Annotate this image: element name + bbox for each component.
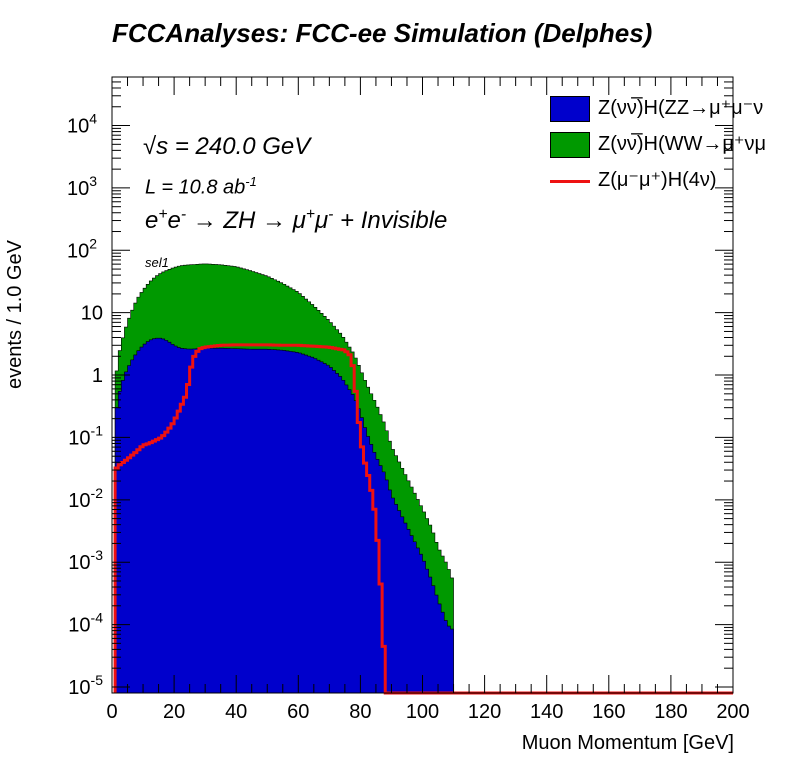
- proc-invisible: + Invisible: [340, 207, 448, 234]
- proc-mu-plus-sign: +: [305, 206, 315, 223]
- y-tick-label: 102: [67, 235, 97, 262]
- legend-label-zz: Z(νν̅)H(ZZ→μ⁺μ⁻ν: [598, 97, 764, 119]
- legend-label-4nu: Z(μ⁻μ⁺)H(4ν): [598, 169, 717, 191]
- x-tick-label: 60: [287, 701, 309, 723]
- legend-entry-ww: Z(νν̅)H(WW→μ⁺νμ: [546, 128, 796, 164]
- x-tick-label: 20: [163, 701, 185, 723]
- lumi-exponent: -1: [245, 174, 257, 189]
- y-tick-label: 10-5: [68, 672, 103, 699]
- x-tick-label: 80: [349, 701, 371, 723]
- lumi-text: L = 10.8 ab: [145, 176, 246, 199]
- stack-layer: [114, 263, 454, 694]
- x-tick-label: 200: [716, 701, 749, 723]
- selection-label: sel1: [145, 255, 169, 270]
- legend-swatch-zz: [550, 96, 590, 122]
- y-tick-label: 10-1: [68, 422, 103, 449]
- y-tick-label: 10-2: [68, 485, 103, 512]
- proc-mu-minus: μ: [314, 207, 329, 234]
- signal-line-layer: [113, 343, 733, 695]
- proc-arrow-mu: → μ: [262, 207, 306, 234]
- x-tick-label: 100: [406, 701, 439, 723]
- y-axis-label: events / 1.0 GeV: [4, 240, 26, 389]
- proc-mu-minus-sign: -: [328, 206, 334, 223]
- proc-arrow-zh: → ZH: [192, 207, 256, 234]
- series-area-zz: [114, 337, 454, 694]
- x-tick-label: 40: [225, 701, 247, 723]
- x-tick-label: 140: [530, 701, 563, 723]
- proc-e-plus-sign: +: [158, 206, 168, 223]
- y-tick-label: 10-4: [68, 610, 103, 637]
- legend-label-ww: Z(νν̅)H(WW→μ⁺νμ: [598, 133, 766, 155]
- y-tick-label: 103: [67, 173, 97, 200]
- chart-title: FCCAnalyses: FCC-ee Simulation (Delphes): [112, 18, 653, 48]
- legend: Z(νν̅)H(ZZ→μ⁺μ⁻ν Z(νν̅)H(WW→μ⁺νμ Z(μ⁻μ⁺)…: [546, 92, 796, 200]
- x-tick-label: 0: [106, 701, 117, 723]
- proc-e-minus-sign: -: [180, 206, 187, 223]
- x-axis-label: Muon Momentum [GeV]: [521, 732, 734, 754]
- series-line-4nu: [113, 343, 733, 695]
- legend-entry-zz: Z(νν̅)H(ZZ→μ⁺μ⁻ν: [546, 92, 796, 128]
- process-annotation: e+e- → ZH → μ+μ- + Invisible: [145, 206, 447, 235]
- y-tick-label: 1: [92, 365, 103, 387]
- sqrt-s-annotation: √s = 240.0 GeV: [143, 133, 311, 160]
- y-tick-label: 10-3: [68, 547, 103, 574]
- x-tick-label: 160: [592, 701, 625, 723]
- y-tick-label: 10: [81, 303, 103, 325]
- legend-entry-4nu: Z(μ⁻μ⁺)H(4ν): [546, 164, 796, 200]
- x-tick-label: 120: [468, 701, 501, 723]
- x-tick-label: 180: [654, 701, 687, 723]
- proc-e-minus: e: [167, 207, 181, 234]
- axis-layer: 0 20 40 60 80 100 120 140 160 180 200 10-5 10-4 10-3 1…: [67, 76, 750, 723]
- proc-e-plus: e: [145, 207, 159, 234]
- legend-line-4nu: [550, 180, 590, 183]
- legend-swatch-ww: [550, 132, 590, 158]
- luminosity-annotation: L = 10.8 ab-1: [145, 174, 257, 200]
- y-tick-label: 104: [67, 111, 97, 138]
